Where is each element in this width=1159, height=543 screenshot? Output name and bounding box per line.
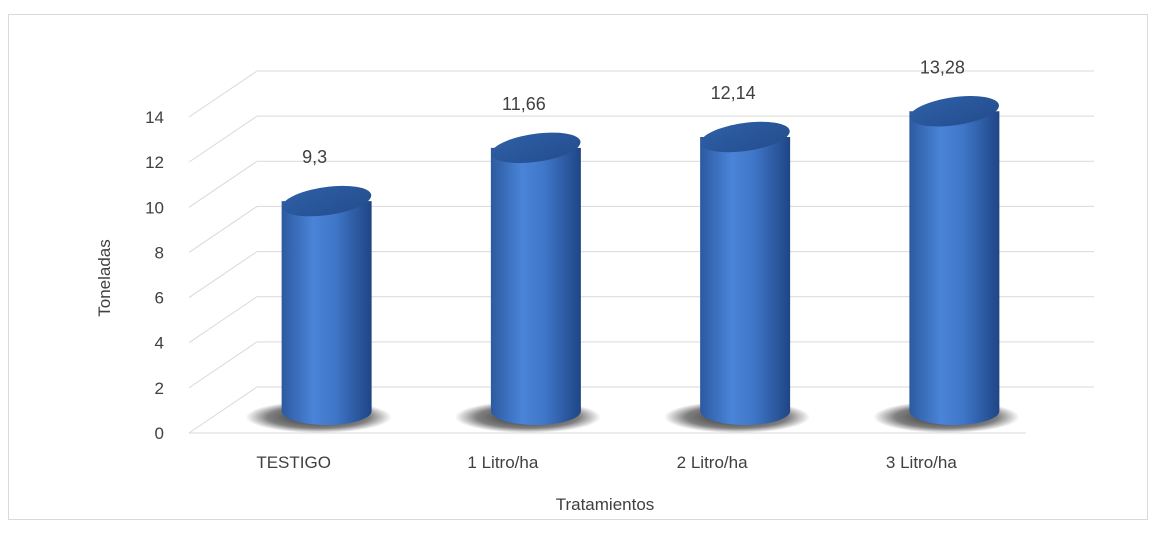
y-tick-label: 6 <box>155 289 164 308</box>
bar-top <box>282 185 372 217</box>
data-label: 13,28 <box>920 57 965 77</box>
gridline <box>188 205 1094 253</box>
y-tick-label: 0 <box>155 424 164 443</box>
bar-top <box>491 132 581 164</box>
x-tick-label: TESTIGO <box>256 453 331 472</box>
grid-layer <box>188 70 1094 434</box>
bar-body <box>281 201 372 425</box>
y-tick-label: 4 <box>155 334 164 353</box>
gridline <box>188 341 1094 389</box>
chart-canvas: 0 2 4 6 8 10 12 14 9,3 11,66 12,14 13,28 TESTIGO 1 … <box>95 57 1094 514</box>
chart-frame: 0 2 4 6 8 10 12 14 9,3 11,66 12,14 13,28 TESTIGO 1 … <box>8 14 1148 520</box>
x-axis-title: Tratamientos <box>556 495 655 514</box>
x-tick-label: 2 Litro/ha <box>677 453 748 472</box>
bars-layer: 9,3 11,66 12,14 13,28 <box>245 57 1020 433</box>
bar-body <box>490 147 581 425</box>
bar: 12,14 <box>664 83 811 433</box>
y-tick-label: 2 <box>155 379 164 398</box>
bar: 11,66 <box>454 94 601 433</box>
gridline <box>188 251 1094 298</box>
y-axis-title: Toneladas <box>95 239 114 317</box>
y-tick-label: 12 <box>145 153 164 172</box>
data-label: 11,66 <box>502 94 546 114</box>
x-tick-label: 3 Litro/ha <box>886 453 957 472</box>
y-axis-ticks: 0 2 4 6 8 10 12 14 <box>145 108 164 443</box>
y-tick-label: 10 <box>145 198 164 217</box>
bar: 9,3 <box>245 147 392 433</box>
gridline <box>188 160 1094 208</box>
data-label: 12,14 <box>711 83 756 103</box>
x-axis-ticks: TESTIGO 1 Litro/ha 2 Litro/ha 3 Litro/ha <box>256 453 957 472</box>
y-tick-label: 14 <box>145 108 164 127</box>
bar-body <box>909 111 1000 425</box>
data-label: 9,3 <box>302 147 327 167</box>
bar: 13,28 <box>873 57 1020 433</box>
gridline <box>188 70 1094 118</box>
x-tick-label: 1 Litro/ha <box>467 453 538 472</box>
y-tick-label: 8 <box>155 243 164 262</box>
bar-top <box>909 96 999 127</box>
bar-top <box>700 121 790 153</box>
bar-body <box>700 136 791 425</box>
gridline <box>188 386 1094 434</box>
gridline <box>188 115 1094 163</box>
gridline <box>188 296 1094 344</box>
